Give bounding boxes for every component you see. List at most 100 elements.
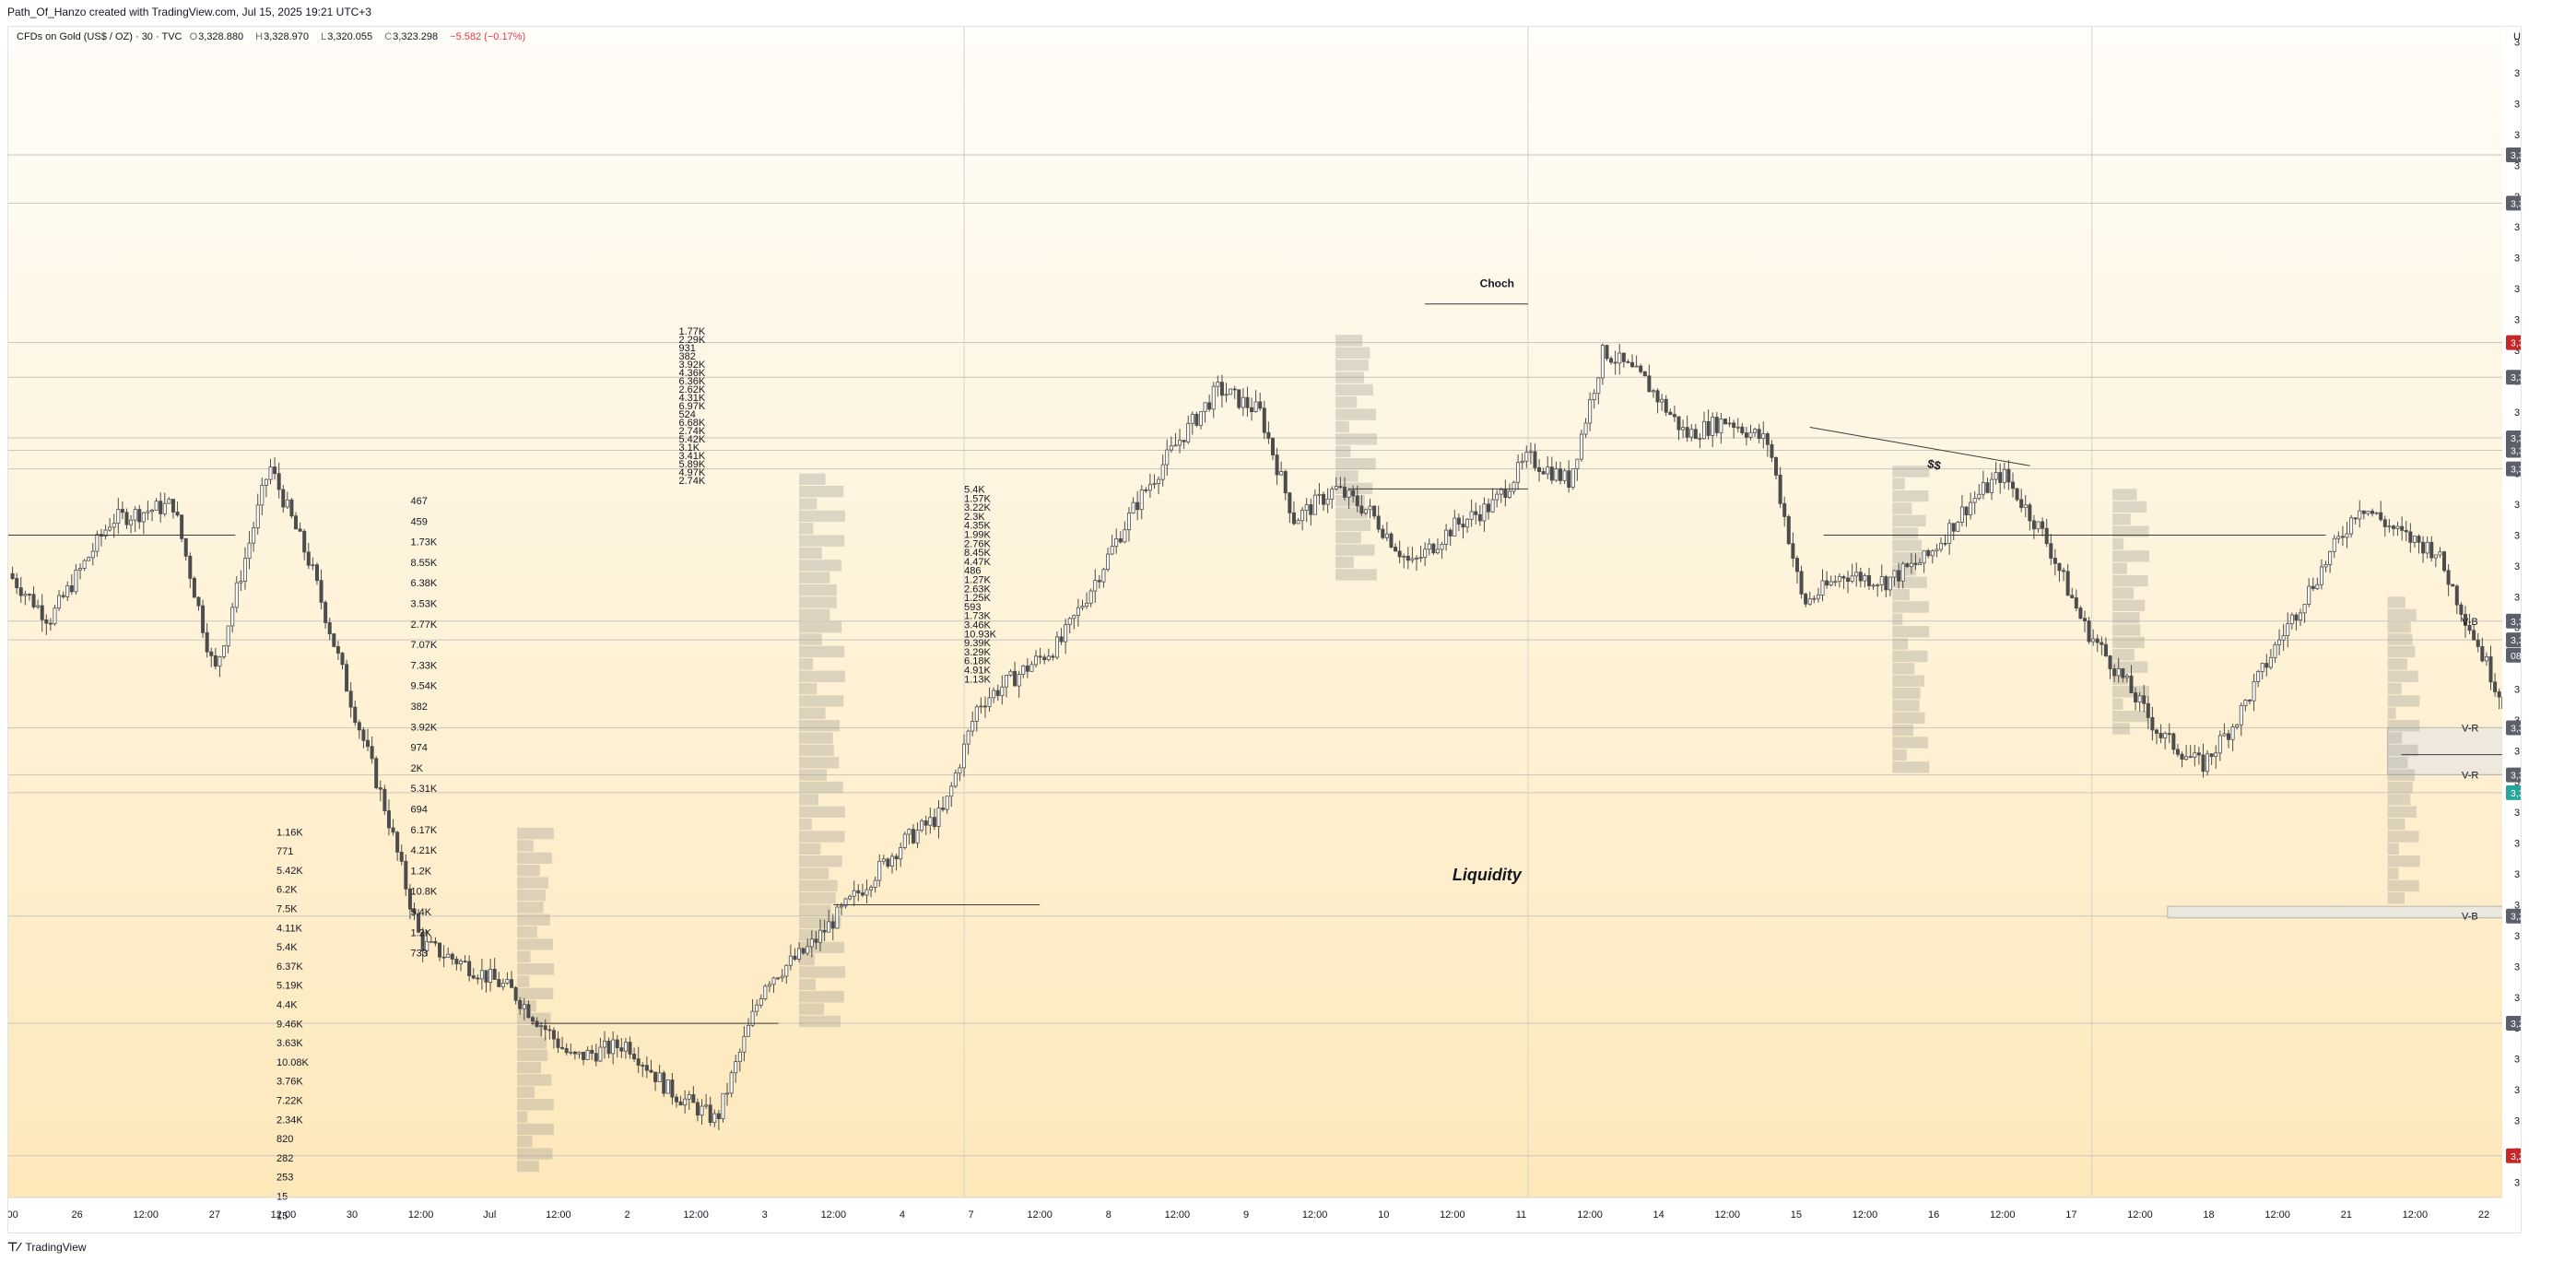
level-tag: V-B [2462, 617, 2478, 628]
candle-body [1837, 576, 1841, 583]
candle-body [830, 921, 835, 929]
candle [1714, 411, 1719, 437]
time-axis[interactable]: 5:002612:002712:003012:00Jul12:00212:003… [8, 1197, 2502, 1221]
candle [674, 1093, 678, 1108]
candle [1135, 490, 1140, 521]
candle [1173, 432, 1178, 447]
candle-body [1427, 543, 1431, 550]
candle [649, 1059, 653, 1074]
volume-bar [517, 1136, 533, 1148]
candle-body [1490, 499, 1495, 513]
volume-bar [799, 1003, 825, 1015]
candle-body [1245, 396, 1250, 408]
candle-body [323, 601, 328, 623]
volume-label: 1.2K [410, 866, 431, 877]
candle-body [1626, 360, 1630, 363]
candle [737, 1048, 742, 1072]
volume-bar [2387, 707, 2396, 719]
candle-body [2134, 692, 2138, 702]
candle-body [2247, 699, 2252, 702]
candle-body [1004, 675, 1008, 688]
price-badge-value: 3,272.617 [2511, 1019, 2521, 1030]
candle [10, 566, 15, 581]
candle [1866, 567, 1871, 591]
candle-body [776, 977, 781, 980]
volume-label: 7.33K [410, 660, 437, 671]
volume-bar [799, 707, 826, 719]
volume-label: 1.27K [964, 574, 991, 585]
symbol-name[interactable]: CFDs on Gold (US$ / OZ) · 30 · TVC [17, 31, 182, 42]
candle-body [433, 940, 438, 944]
candle-body [1879, 576, 1884, 585]
candle [2488, 645, 2493, 690]
candle-body [1198, 411, 1203, 426]
footer[interactable]: ⊤⁄ TradingView [7, 1238, 87, 1256]
candle [1981, 470, 1985, 500]
candle [513, 985, 518, 1005]
candle [644, 1056, 649, 1079]
candle [53, 604, 57, 627]
price-tick-label: 3,372.000 [2514, 254, 2521, 265]
symbol-legend[interactable]: CFDs on Gold (US$ / OZ) · 30 · TVC O3,32… [17, 31, 530, 42]
candle-body [2116, 667, 2121, 677]
price-badge-bg [2506, 908, 2521, 924]
candle [1524, 445, 1529, 468]
grid-lines [8, 27, 2502, 1197]
candle-body [370, 746, 374, 760]
candle [1309, 498, 1313, 526]
volume-label: 9.39K [964, 638, 991, 649]
candle-body [1533, 451, 1537, 468]
candle-body [1423, 548, 1428, 559]
candle-body [454, 959, 459, 965]
candle-body [378, 787, 382, 790]
candle [1487, 498, 1491, 520]
chart-pane[interactable] [7, 26, 2522, 1233]
candle [1765, 431, 1770, 457]
liquidity-zone-mid [2387, 726, 2521, 775]
price-axis[interactable]: USD3,400.0003,396.0003,392.0003,388.0003… [2502, 27, 2521, 1233]
candle [1250, 397, 1254, 421]
candle-body [873, 879, 877, 888]
candle [1304, 497, 1309, 523]
candle-body [1761, 433, 1766, 440]
candle [1418, 546, 1423, 562]
candle-body [716, 1113, 721, 1119]
volume-bar [799, 633, 822, 645]
volume-bar [1892, 551, 1923, 564]
candle [1541, 467, 1546, 475]
candle-body [2188, 756, 2193, 759]
chart-svg[interactable]: 4674591.73K8.55K6.38K3.53K2.77K7.07K7.33… [8, 27, 2521, 1233]
drawings[interactable] [8, 235, 2521, 1157]
candle [201, 599, 206, 638]
candle [1985, 478, 1990, 494]
candle-body [1288, 492, 1292, 513]
candle [1778, 466, 1782, 509]
volume-bar [2387, 831, 2419, 843]
candle-body [928, 817, 933, 826]
candle-body [1554, 468, 1559, 481]
time-tick-label: 12:00 [2403, 1209, 2429, 1221]
candle [2387, 519, 2392, 533]
candle [1549, 456, 1554, 485]
candle [1275, 447, 1279, 485]
candle-body [1029, 664, 1034, 672]
candle [183, 537, 188, 561]
volume-label: 10.93K [964, 629, 997, 640]
price-badge: 3,286.540 [2506, 908, 2521, 924]
price-badge: 3,304.855 [2506, 767, 2521, 783]
candle-body [467, 961, 472, 976]
volume-label: 4.35K [964, 521, 991, 532]
candle-body [1702, 420, 1707, 440]
candle [539, 1021, 544, 1037]
volume-bar [1892, 466, 1930, 478]
candle [683, 1090, 688, 1114]
volume-label: 1.25K [964, 593, 991, 604]
candle [2277, 629, 2282, 655]
annotation-texts: 4674591.73K8.55K6.38K3.53K2.77K7.07K7.33… [276, 277, 2478, 1221]
candle-body [1592, 393, 1596, 401]
candle-body [1169, 445, 1173, 451]
candle-body [974, 706, 979, 722]
candle [2129, 665, 2134, 693]
volume-bar [2112, 550, 2150, 562]
candle-body [1080, 606, 1085, 608]
